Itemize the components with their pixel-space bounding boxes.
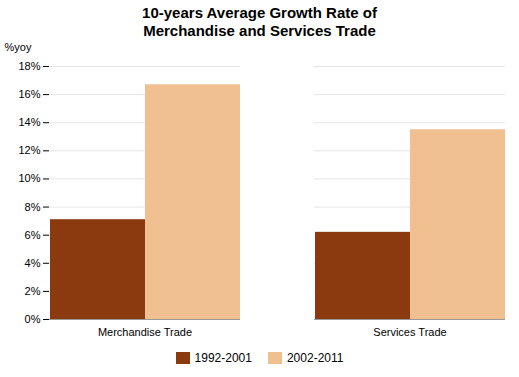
svg-text:2%: 2% — [25, 285, 41, 297]
svg-text:8%: 8% — [25, 201, 41, 213]
svg-text:%yoy: %yoy — [5, 41, 32, 53]
html-text:1992-2001: 1992-2001 — [194, 351, 252, 365]
svg-text:14%: 14% — [18, 116, 40, 128]
svg-text:10%: 10% — [18, 172, 40, 184]
svg-text:4%: 4% — [25, 257, 41, 269]
svg-text:Merchandise Trade: Merchandise Trade — [98, 326, 192, 338]
svg-text:12%: 12% — [18, 144, 40, 156]
svg-text:18%: 18% — [18, 60, 40, 72]
svg-text:16%: 16% — [18, 88, 40, 100]
svg-text:6%: 6% — [25, 229, 41, 241]
svg-text:0%: 0% — [25, 313, 41, 325]
html-text:2002-2011: 2002-2011 — [286, 351, 344, 365]
html-text:10-years Average Growth Rate o: 10-years Average Growth Rate of Merchand… — [142, 4, 377, 39]
svg-text:Services Trade: Services Trade — [373, 326, 446, 338]
